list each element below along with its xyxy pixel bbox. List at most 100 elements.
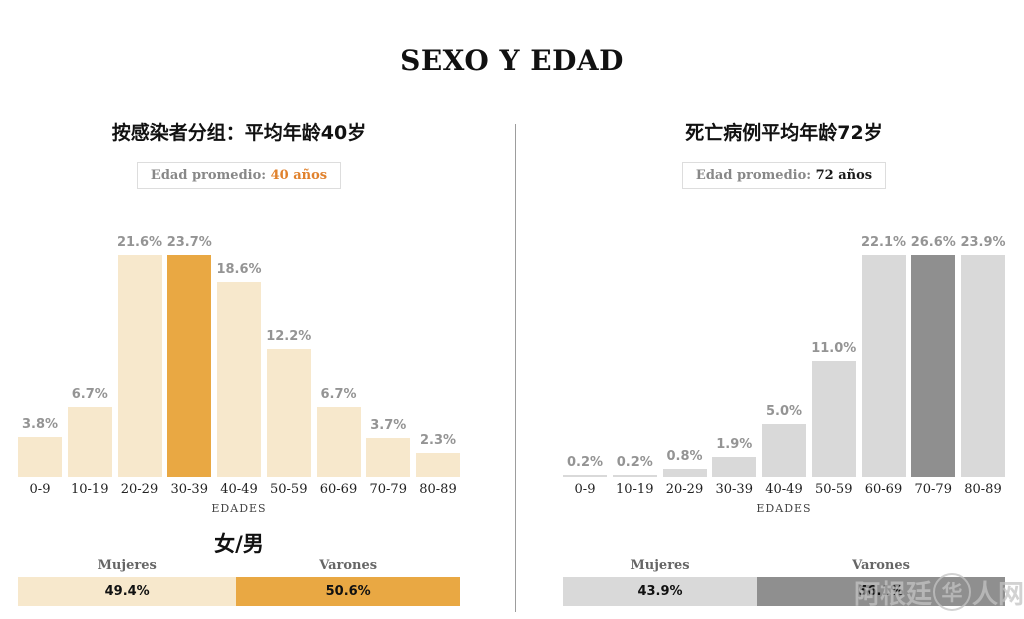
bar: [366, 438, 411, 477]
bar-group: 6.7%: [316, 230, 361, 477]
bar-value-label: 3.7%: [370, 418, 407, 433]
x-axis-label: EDADES: [211, 502, 267, 515]
panel-title-infected: 按感染者分组：平均年龄40岁: [111, 122, 367, 144]
x-tick-label: 10-19: [616, 482, 654, 497]
x-tick-label: 70-79: [369, 482, 407, 497]
bar: [266, 349, 311, 477]
badge-label: Edad promedio:: [695, 168, 812, 183]
gender-heading: 女/男: [214, 532, 264, 556]
gender-segment-label: Varones: [319, 558, 378, 573]
age-distribution-bars: 3.8% 6.7% 21.6% 23.7% 18.6% 12.2% 6.7% 3.7% 2.3%: [18, 230, 460, 477]
bar: [18, 437, 62, 477]
bar-group: 1.9%: [712, 230, 757, 477]
bar: [762, 424, 806, 477]
x-tick-label: 50-59: [815, 482, 853, 497]
bar-value-label: 5.0%: [765, 404, 803, 419]
watermark-logo-icon: 华: [932, 573, 971, 611]
x-tick-label: 40-49: [220, 482, 258, 497]
gender-labels: Mujeres Varones: [18, 558, 460, 573]
average-age-badge: Edad promedio: 40 años: [136, 162, 342, 189]
average-age-badge: Edad promedio: 72 años: [681, 162, 887, 189]
bar: [811, 361, 856, 477]
bar-group: 3.8%: [18, 230, 62, 477]
bar-group: 23.9%: [960, 230, 1006, 477]
bar-value-label: 3.8%: [21, 417, 59, 432]
badge-row: Edad promedio: 72 años: [563, 162, 1005, 189]
x-tick-label: 10-19: [71, 482, 109, 497]
x-tick-label: 20-29: [665, 482, 704, 497]
bar-group: 22.1%: [860, 230, 907, 477]
bar: [217, 282, 261, 477]
bar-group: 12.2%: [266, 230, 312, 477]
bar: [662, 469, 707, 477]
gender-segment-label: Mujeres: [630, 558, 690, 573]
bar-value-label: 26.6%: [910, 235, 956, 250]
bar-group: 11.0%: [811, 230, 856, 477]
badge-row: Edad promedio: 40 años: [18, 162, 460, 189]
bar: [416, 453, 460, 477]
gender-segment: 50.6%: [236, 577, 460, 606]
bar-group: 0.8%: [662, 230, 707, 477]
x-tick-label: 30-39: [715, 482, 753, 497]
bar-group: 0.2%: [563, 230, 607, 477]
bar: [167, 255, 212, 477]
bar-value-label: 18.6%: [216, 262, 262, 277]
x-tick-label: 70-79: [914, 482, 952, 497]
bar-value-label: 12.2%: [266, 329, 312, 344]
bar-group: 6.7%: [67, 230, 112, 477]
bar-group: 2.3%: [416, 230, 460, 477]
bar-group: 21.6%: [116, 230, 163, 477]
bar: [861, 255, 906, 477]
bar-value-label: 2.3%: [419, 433, 457, 448]
bar-group: 0.2%: [612, 230, 657, 477]
bar-value-label: 6.7%: [320, 387, 357, 402]
bar: [911, 255, 956, 477]
bar: [712, 457, 757, 477]
bar-value-label: 23.9%: [960, 235, 1006, 250]
bar: [316, 407, 361, 477]
bar-value-label: 0.2%: [566, 455, 604, 470]
x-tick-label: 50-59: [270, 482, 308, 497]
bar-value-label: 1.9%: [716, 437, 753, 452]
x-tick-label: 60-69: [864, 482, 903, 497]
bar: [961, 255, 1005, 477]
panel-divider: [515, 124, 516, 612]
x-tick-label: 40-49: [765, 482, 803, 497]
watermark: 阿根廷 华 人网: [854, 573, 1024, 611]
bar-value-label: 0.2%: [616, 455, 653, 470]
bar-value-label: 0.8%: [666, 449, 703, 464]
bar-value-label: 23.7%: [166, 235, 212, 250]
age-distribution-bars: 0.2% 0.2% 0.8% 1.9% 5.0% 11.0% 22.1% 26.6% 23.9%: [563, 230, 1006, 477]
x-axis-label: EDADES: [756, 502, 812, 515]
bar-value-label: 6.7%: [71, 387, 108, 402]
bar-group: 3.7%: [366, 230, 411, 477]
x-tick-label: 80-89: [419, 482, 457, 497]
x-axis-ticks: 0-9 10-19 20-29 30-39 40-49 50-59 60-69 70-79 80…: [563, 482, 1005, 497]
watermark-text-prefix: 阿根廷: [853, 579, 932, 610]
x-tick-label: 80-89: [964, 482, 1002, 497]
bar-value-label: 22.1%: [860, 235, 907, 250]
gender-labels: Mujeres Varones: [563, 558, 1005, 573]
gender-ratio-bar: 49.4% 50.6%: [18, 577, 460, 606]
bar-group: 18.6%: [216, 230, 262, 477]
bar-group: 26.6%: [910, 230, 956, 477]
gender-segment-label: Varones: [852, 558, 910, 573]
watermark-text-suffix: 人网: [971, 579, 1024, 610]
badge-value: 40 años: [270, 168, 328, 183]
bar: [67, 407, 112, 477]
x-tick-label: 20-29: [120, 482, 159, 497]
page-title: SEXO Y EDAD: [400, 44, 624, 77]
gender-segment: 49.4%: [18, 577, 237, 606]
bar-group: 5.0%: [762, 230, 806, 477]
x-axis-ticks: 0-9 10-19 20-29 30-39 40-49 50-59 60-69 70-79 80…: [18, 482, 460, 497]
panel-title-deaths: 死亡病例平均年龄72岁: [685, 122, 883, 144]
badge-label: Edad promedio:: [150, 168, 267, 183]
bar-group: 23.7%: [166, 230, 212, 477]
x-tick-label: 60-69: [319, 482, 358, 497]
gender-segment: 43.9%: [563, 577, 758, 606]
bar: [117, 255, 162, 477]
watermark-logo-glyph: 华: [941, 581, 963, 605]
bar: [612, 475, 657, 477]
bar-value-label: 21.6%: [116, 235, 163, 250]
